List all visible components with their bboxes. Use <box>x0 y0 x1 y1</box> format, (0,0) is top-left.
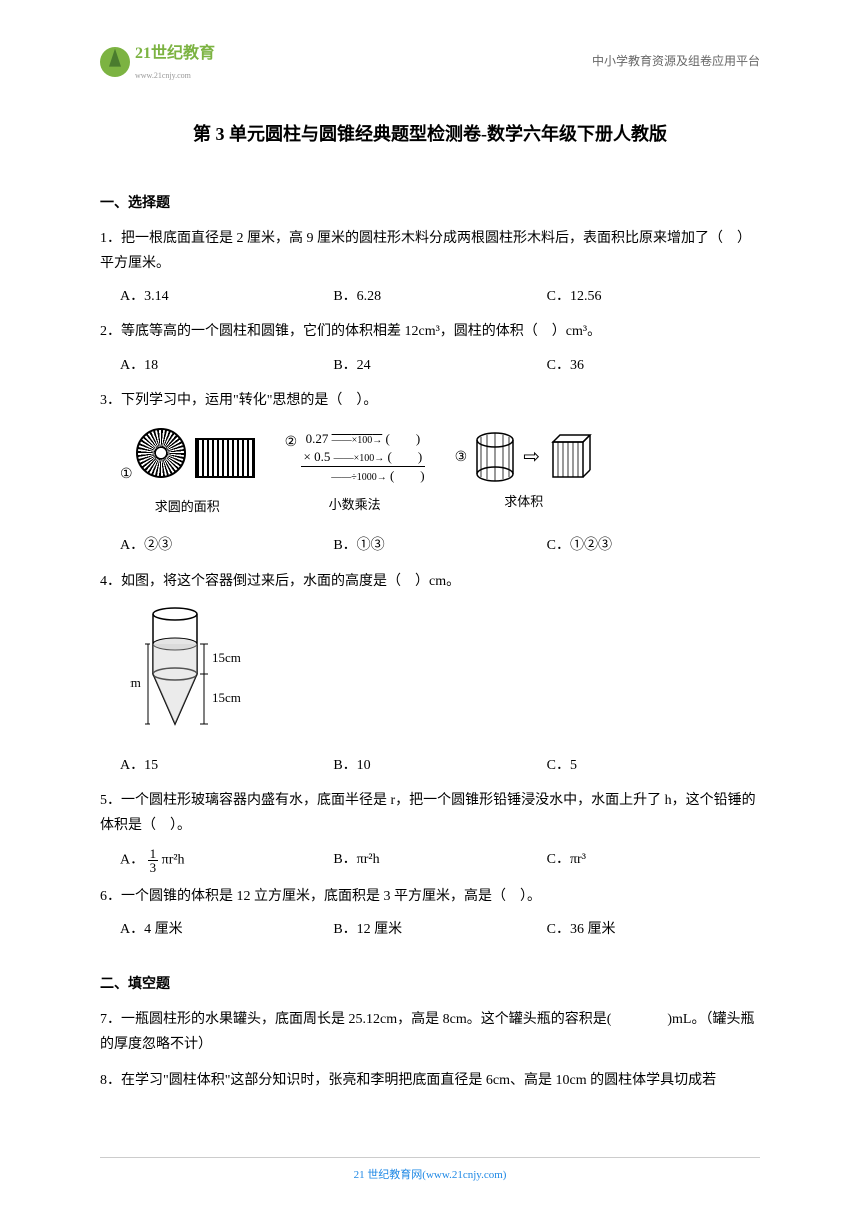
frac-den: 3 <box>148 861 159 874</box>
q4-option-c: C．5 <box>547 753 760 778</box>
q3-fig3-num: ③ <box>455 445 468 470</box>
q6-option-b: B．12 厘米 <box>333 917 546 942</box>
q2-option-b: B．24 <box>333 353 546 378</box>
q4-option-b: B．10 <box>333 753 546 778</box>
q3-fig2-label: 小数乘法 <box>285 493 425 516</box>
logo-area: 21世纪教育 www.21cnjy.com <box>100 40 215 83</box>
section2-title: 二、填空题 <box>100 972 760 997</box>
container-diagram-icon: 15cm 15cm 20cm <box>130 604 290 734</box>
fraction: 1 3 <box>148 847 159 874</box>
q3-figures: ① 求圆的面积 ② 0.27 ——×100→ ( ) × 0.5 ——×100→ <box>100 428 760 519</box>
q1-option-c: C．12.56 <box>547 284 760 309</box>
logo-text-block: 21世纪教育 www.21cnjy.com <box>135 40 215 83</box>
q5a-pre: A． <box>120 852 144 867</box>
q5-option-c: C．πr³ <box>547 847 760 874</box>
q4-figure: 15cm 15cm 20cm <box>130 604 760 743</box>
q3-fig2: ② 0.27 ——×100→ ( ) × 0.5 ——×100→ ( ) × 0… <box>285 430 425 517</box>
dim3-text: 15cm <box>212 690 241 705</box>
q8-text: 8．在学习"圆柱体积"这部分知识时，张亮和李明把底面直径是 6cm、高是 10c… <box>100 1068 760 1093</box>
q5-text: 5．一个圆柱形玻璃容器内盛有水，底面半径是 r，把一个圆锥形铅锤浸没水中，水面上… <box>100 788 760 838</box>
logo-url: www.21cnjy.com <box>135 69 215 83</box>
arrow-right-icon: ⇨ <box>523 439 540 475</box>
q2-option-c: C．36 <box>547 353 760 378</box>
logo-icon <box>100 47 130 77</box>
q5-option-b: B．πr²h <box>333 847 546 874</box>
frac-num: 1 <box>148 847 159 861</box>
arrow2-label: ×100 <box>354 453 375 464</box>
arrow1: ——×100→ <box>332 435 383 446</box>
q3-fig1: ① 求圆的面积 <box>120 428 255 519</box>
mult-val1: 0.27 <box>306 431 329 446</box>
question-6: 6．一个圆锥的体积是 12 立方厘米，底面积是 3 平方厘米，高是（ ）。 A．… <box>100 884 760 942</box>
q6-options: A．4 厘米 B．12 厘米 C．36 厘米 <box>100 917 760 942</box>
arrow1-label: ×100 <box>352 435 373 446</box>
cylinder-icon <box>475 432 515 482</box>
q7-text: 7．一瓶圆柱形的水果罐头，底面周长是 25.12cm，高是 8cm。这个罐头瓶的… <box>100 1007 760 1057</box>
arrow2: ——×100→ <box>334 453 385 464</box>
q4-text: 4．如图，将这个容器倒过来后，水面的高度是（ ）cm。 <box>100 569 760 594</box>
q4-option-a: A．15 <box>120 753 333 778</box>
q3-fig2-content: ② 0.27 ——×100→ ( ) × 0.5 ——×100→ ( ) × 0… <box>285 430 425 486</box>
page-footer: 21 世纪教育网(www.21cnjy.com) <box>100 1157 760 1186</box>
mult-line2: × 0.5 ——×100→ ( ) <box>301 448 425 466</box>
q6-text: 6．一个圆锥的体积是 12 立方厘米，底面积是 3 平方厘米，高是（ ）。 <box>100 884 760 909</box>
mult-val2: × 0.5 <box>304 449 331 464</box>
q5a-post: πr²h <box>162 852 185 867</box>
q6-option-c: C．36 厘米 <box>547 917 760 942</box>
q6-option-a: A．4 厘米 <box>120 917 333 942</box>
q3-fig3-label: 求体积 <box>455 490 593 513</box>
q3-text: 3．下列学习中，运用"转化"思想的是（ ）。 <box>100 388 760 413</box>
q5-options: A． 1 3 πr²h B．πr²h C．πr³ <box>100 847 760 874</box>
page-header: 21世纪教育 www.21cnjy.com 中小学教育资源及组卷应用平台 <box>100 40 760 88</box>
q3-option-b: B．①③ <box>333 533 546 558</box>
q3-option-a: A．②③ <box>120 533 333 558</box>
section1-title: 一、选择题 <box>100 191 760 216</box>
question-1: 1．把一根底面直径是 2 厘米，高 9 厘米的圆柱形木料分成两根圆柱形木料后，表… <box>100 226 760 310</box>
question-4: 4．如图，将这个容器倒过来后，水面的高度是（ ）cm。 15cm 15cm 20… <box>100 569 760 779</box>
question-5: 5．一个圆柱形玻璃容器内盛有水，底面半径是 r，把一个圆锥形铅锤浸没水中，水面上… <box>100 788 760 873</box>
question-8: 8．在学习"圆柱体积"这部分知识时，张亮和李明把底面直径是 6cm、高是 10c… <box>100 1068 760 1093</box>
q3-fig3-content: ③ ⇨ <box>455 432 593 482</box>
q1-option-b: B．6.28 <box>333 284 546 309</box>
q5-option-a: A． 1 3 πr²h <box>120 847 333 874</box>
mult-line3: × 0.5 ——÷1000→ ( ) <box>301 466 425 485</box>
question-7: 7．一瓶圆柱形的水果罐头，底面周长是 25.12cm，高是 8cm。这个罐头瓶的… <box>100 1007 760 1057</box>
mult-line1: 0.27 ——×100→ ( ) <box>301 430 425 448</box>
q2-option-a: A．18 <box>120 353 333 378</box>
q3-fig2-num: ② <box>285 430 298 455</box>
q4-options: A．15 B．10 C．5 <box>100 753 760 778</box>
q1-option-a: A．3.14 <box>120 284 333 309</box>
question-2: 2．等底等高的一个圆柱和圆锥，它们的体积相差 12cm³，圆柱的体积（ ）cm³… <box>100 319 760 377</box>
q2-text: 2．等底等高的一个圆柱和圆锥，它们的体积相差 12cm³，圆柱的体积（ ）cm³… <box>100 319 760 344</box>
q1-options: A．3.14 B．6.28 C．12.56 <box>100 284 760 309</box>
decimal-mult-diagram: 0.27 ——×100→ ( ) × 0.5 ——×100→ ( ) × 0.5… <box>301 430 425 486</box>
dim2-text: 20cm <box>130 675 141 690</box>
circle-diagram-icon <box>136 428 186 478</box>
q3-option-c: C．①②③ <box>547 533 760 558</box>
q2-options: A．18 B．24 C．36 <box>100 353 760 378</box>
q3-options: A．②③ B．①③ C．①②③ <box>100 533 760 558</box>
dim1-text: 15cm <box>212 650 241 665</box>
arrow3: ——÷1000→ <box>331 472 387 483</box>
cuboid-icon <box>548 432 593 482</box>
q3-fig1-num: ① <box>120 467 133 482</box>
question-3: 3．下列学习中，运用"转化"思想的是（ ）。 ① 求圆的面积 ② 0.27 ——… <box>100 388 760 559</box>
arrow3-label: ÷1000 <box>351 472 377 483</box>
q1-text: 1．把一根底面直径是 2 厘米，高 9 厘米的圆柱形木料分成两根圆柱形木料后，表… <box>100 226 760 276</box>
header-right: 中小学教育资源及组卷应用平台 <box>592 51 760 73</box>
q3-fig3: ③ ⇨ <box>455 432 593 513</box>
q3-fig1-row: ① <box>120 428 255 487</box>
logo-text: 21世纪教育 <box>135 40 215 69</box>
q3-fig1-label: 求圆的面积 <box>120 495 255 518</box>
rectangle-lines-icon <box>195 438 255 478</box>
document-title: 第 3 单元圆柱与圆锥经典题型检测卷-数学六年级下册人教版 <box>100 118 760 150</box>
